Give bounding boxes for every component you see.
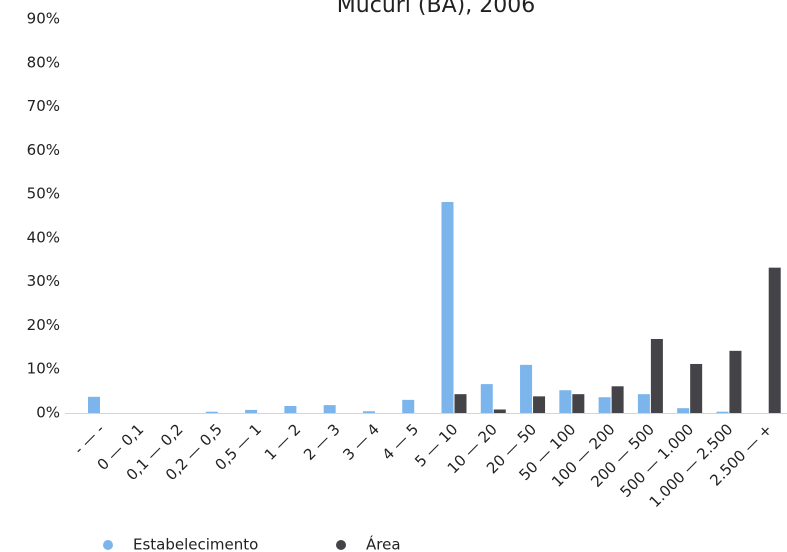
bar xyxy=(441,201,454,413)
bar xyxy=(205,411,218,413)
bar xyxy=(559,390,572,413)
bar xyxy=(245,409,258,413)
x-tick-label: 2 — 3 xyxy=(300,420,344,464)
bar xyxy=(690,363,703,413)
bar xyxy=(362,411,375,413)
chart-title: Mucuri (BA), 2006 xyxy=(337,0,535,18)
bar xyxy=(637,394,650,413)
bar xyxy=(611,386,624,413)
legend-label: Estabelecimento xyxy=(133,536,258,552)
y-tick-label: 80% xyxy=(27,53,60,71)
legend-marker xyxy=(336,540,346,550)
bar xyxy=(493,409,506,413)
x-tick-label: 3 — 4 xyxy=(339,420,383,464)
y-tick-label: 20% xyxy=(27,316,60,334)
bar xyxy=(88,396,100,413)
y-tick-label: 10% xyxy=(27,360,60,378)
bar xyxy=(729,350,742,413)
legend-marker xyxy=(103,540,113,550)
y-tick-label: 0% xyxy=(36,404,60,422)
y-tick-label: 30% xyxy=(27,272,60,290)
bar xyxy=(402,399,415,413)
bar xyxy=(768,267,781,413)
y-tick-label: 50% xyxy=(27,185,60,203)
legend-label: Área xyxy=(366,535,401,552)
bar xyxy=(716,411,729,413)
y-tick-label: 70% xyxy=(27,97,60,115)
bar xyxy=(533,396,546,413)
y-tick-label: 90% xyxy=(27,10,60,28)
bar xyxy=(650,339,663,413)
y-tick-label: 60% xyxy=(27,141,60,159)
bar xyxy=(677,408,690,413)
bar xyxy=(520,364,533,413)
bar xyxy=(480,384,493,413)
x-tick-label: 1 — 2 xyxy=(261,420,305,464)
bar xyxy=(598,397,611,413)
bar xyxy=(284,405,297,413)
y-tick-label: 40% xyxy=(27,228,60,246)
bar xyxy=(572,394,585,413)
bar xyxy=(454,394,467,413)
bar xyxy=(323,405,336,413)
